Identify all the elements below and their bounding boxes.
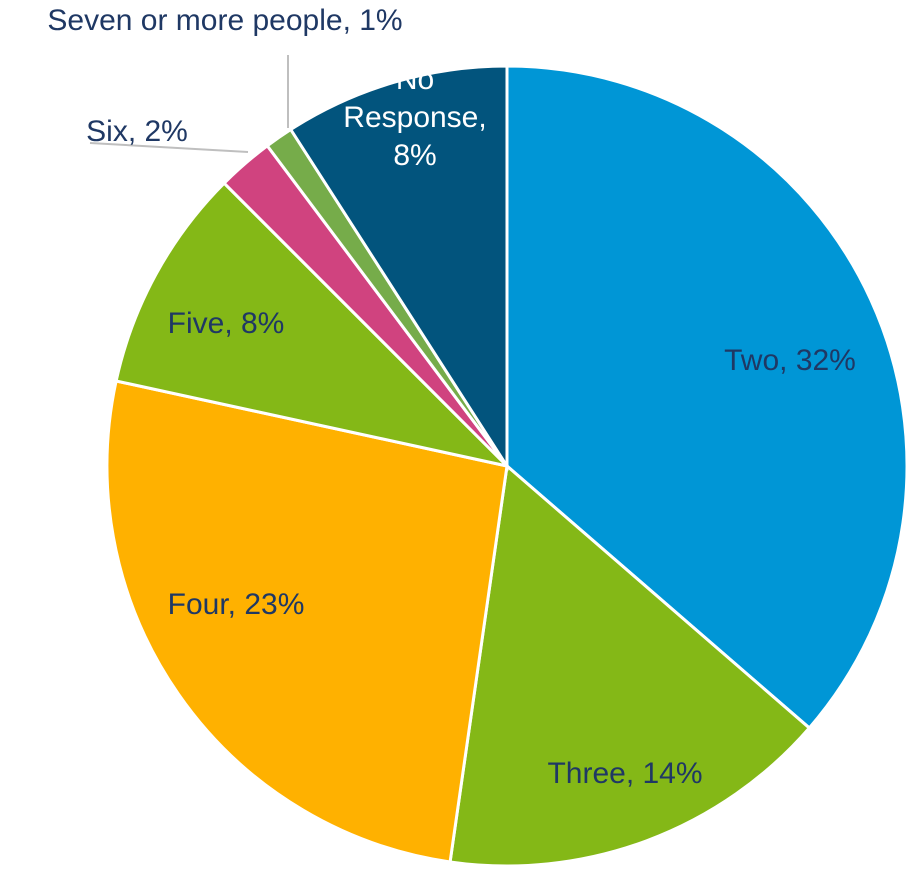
slice-label-three: Three, 14% bbox=[547, 757, 702, 790]
leader-line-six bbox=[89, 142, 249, 153]
slice-label-line: Seven or more people, 1% bbox=[47, 4, 402, 37]
pie-slices bbox=[105, 64, 909, 868]
slice-label-two: Two, 32% bbox=[724, 344, 856, 377]
slice-label-seven-or-more-people: Seven or more people, 1% bbox=[47, 4, 402, 37]
pie-slice-two bbox=[505, 64, 909, 731]
slice-label-line: Two, 32% bbox=[724, 344, 856, 377]
slice-label-line: 8% bbox=[393, 139, 436, 172]
slice-label-four: Four, 23% bbox=[168, 588, 305, 621]
slice-label-line: Five, 8% bbox=[168, 307, 285, 340]
slice-label-line: Response, bbox=[343, 101, 486, 134]
slice-label-line: Six, 2% bbox=[86, 115, 188, 148]
pie-slice-no-response bbox=[288, 64, 509, 472]
slice-label-no-response: No Response, 8% bbox=[343, 63, 486, 172]
slice-label-line: Four, 23% bbox=[168, 588, 305, 621]
slice-label-six: Six, 2% bbox=[86, 115, 188, 148]
slice-label-five: Five, 8% bbox=[168, 307, 285, 340]
pie-slice-three bbox=[448, 463, 812, 868]
pie-slice-five bbox=[114, 181, 512, 469]
slice-label-line: No bbox=[396, 63, 434, 96]
pie-slice-four bbox=[105, 379, 509, 864]
leader-lines bbox=[89, 55, 289, 153]
slice-labels: Two, 32% Three, 14% Four, 23% Five, 8% Six, … bbox=[47, 4, 855, 790]
slice-label-line: Three, 14% bbox=[547, 757, 702, 790]
